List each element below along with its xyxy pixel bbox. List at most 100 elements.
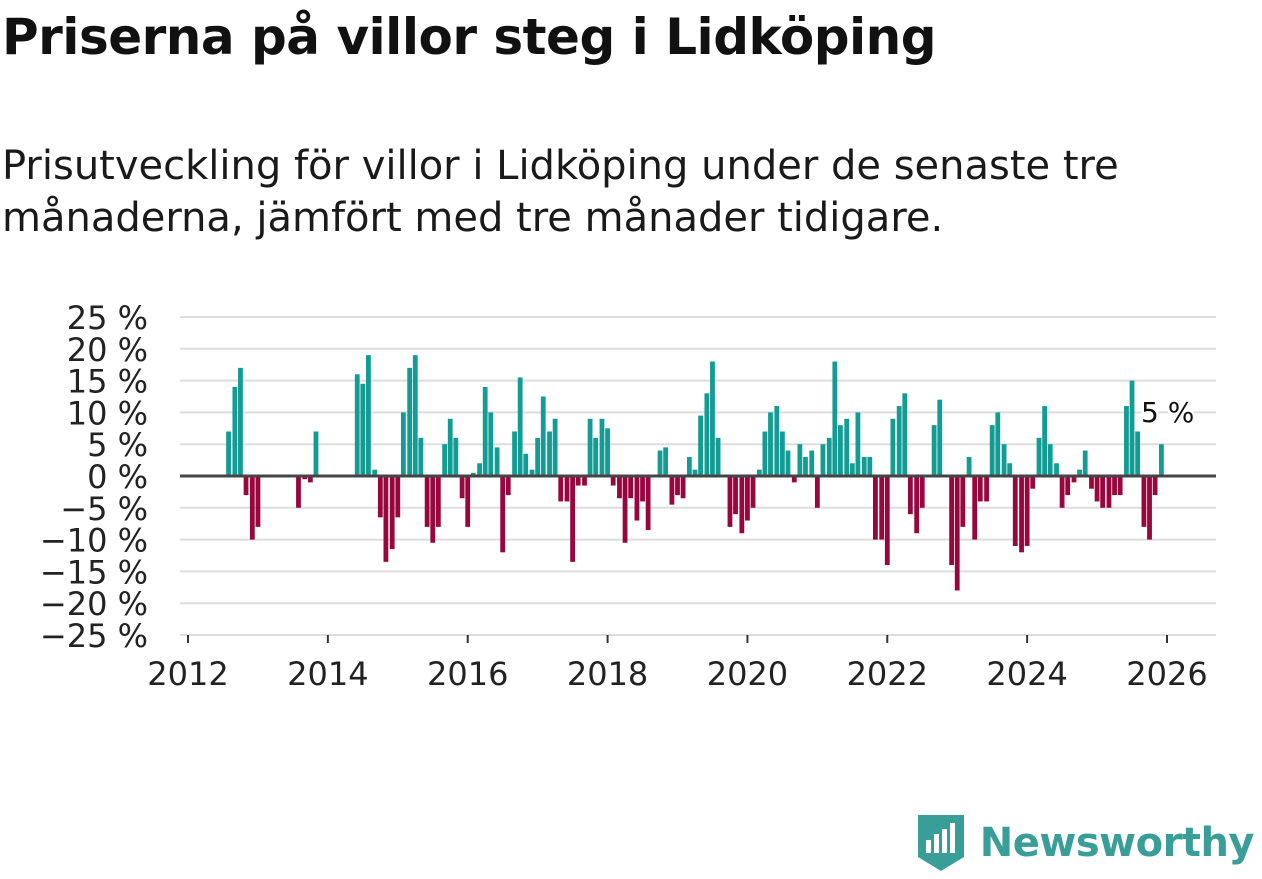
bar [366,355,371,476]
bar [610,476,616,486]
bar [395,476,401,518]
bar [715,437,721,476]
bar [867,456,873,476]
bar [1147,476,1152,540]
bar [372,469,378,476]
bar [844,418,850,476]
bar [1124,406,1129,476]
bar [383,476,389,562]
bar [657,450,663,476]
y-tick-label: −15 % [40,553,148,591]
bar [587,418,593,476]
bar [919,476,925,508]
bar [745,476,750,521]
x-tick-label: 2020 [707,655,788,693]
bar [302,476,308,480]
bar [907,476,913,515]
bar [977,476,983,502]
bar [1141,476,1147,527]
bar [797,444,803,476]
bar [1047,444,1053,476]
bar [622,476,628,543]
bar [634,476,640,521]
y-tick-label: −5 % [60,490,148,528]
bar [710,361,715,476]
bar [459,476,465,499]
bar [535,437,541,476]
bar [360,383,366,476]
bar [768,412,773,476]
bar [238,367,243,476]
bar [1042,406,1048,476]
bar [663,447,669,476]
bar [733,476,738,515]
bar [435,476,441,527]
bar [313,431,319,476]
y-tick-label: 5 % [87,426,148,464]
bar [523,453,529,476]
bar [902,393,908,476]
bar [1094,476,1100,502]
bar [605,428,610,476]
bar [779,431,785,476]
bar [400,412,406,476]
x-tick-label: 2016 [427,655,508,693]
bar [989,425,995,476]
bar [232,386,238,476]
bar [377,476,383,518]
bar [354,374,360,476]
bar [418,437,424,476]
bar [1077,469,1082,476]
y-tick-label: −10 % [40,522,148,560]
chart-title: Priserna på villor steg i Lidköping [2,8,937,66]
x-tick-label: 2012 [147,655,228,693]
bar [412,355,418,476]
bar [558,476,564,502]
bar [226,431,231,476]
bar [884,476,890,566]
bar [1089,476,1094,489]
bar [500,476,506,553]
bar [453,437,459,476]
y-tick-label: −20 % [40,585,148,623]
brand-logo: Newsworthy [916,813,1255,873]
bar [838,425,843,476]
bar [680,476,686,499]
bar [1036,437,1042,476]
bar [692,469,698,476]
bar-chart: 25 %20 %15 %10 %5 %0 %−5 %−10 %−15 %−20 … [40,299,1216,693]
bar [447,418,453,476]
bar [552,418,558,476]
bar [1065,476,1071,496]
bar [1024,476,1030,546]
x-tick-label: 2018 [567,655,648,693]
bar [849,463,855,476]
bar [954,476,960,591]
y-tick-label: 15 % [67,363,148,401]
bar [1019,476,1024,553]
bar [855,412,861,476]
chart-subtitle: Prisutveckling för villor i Lidköping un… [2,143,1119,241]
bar [1082,450,1088,476]
bar [814,476,820,508]
y-tick-label: 10 % [67,394,148,432]
bar [465,476,471,527]
x-tick-label: 2022 [847,655,928,693]
bar [249,476,255,540]
bar [826,437,832,476]
bar [686,456,692,476]
bar [931,425,937,476]
bar [517,377,523,476]
bar [1001,444,1007,476]
bar [540,396,546,476]
bar [407,367,413,476]
bar [1117,476,1123,496]
bar [628,476,634,499]
bar [820,444,826,476]
bar [739,476,745,534]
bar [803,456,808,476]
bar [505,476,511,496]
bar [470,472,476,476]
bar [1012,476,1018,546]
brand-name: Newsworthy [979,820,1255,866]
